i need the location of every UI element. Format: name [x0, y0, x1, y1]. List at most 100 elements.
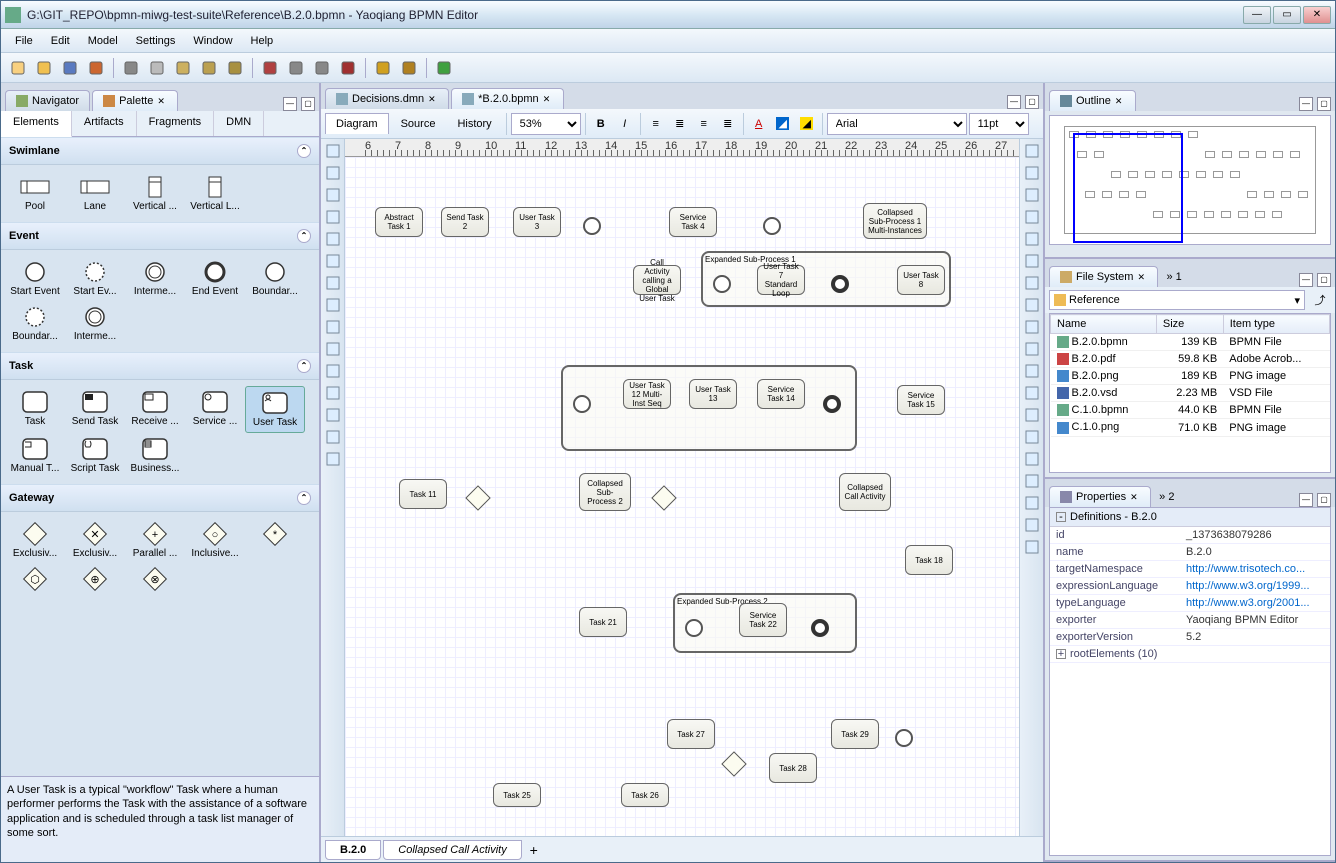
dist-h-tool[interactable]: [323, 273, 343, 293]
zoomin-tool[interactable]: [1022, 295, 1042, 315]
palette-item-vpool[interactable]: Vertical ...: [125, 171, 185, 216]
fit-tool[interactable]: [1022, 339, 1042, 359]
save-png-button[interactable]: [85, 57, 107, 79]
menu-model[interactable]: Model: [80, 32, 126, 50]
redo-button[interactable]: [398, 57, 420, 79]
palette-item-evt-inter2[interactable]: Interme...: [65, 301, 125, 346]
menu-help[interactable]: Help: [243, 32, 282, 50]
collapse-icon[interactable]: ⌃: [297, 229, 311, 243]
mode-history-button[interactable]: History: [447, 114, 501, 134]
close-icon[interactable]: ✕: [1115, 96, 1125, 107]
palette-item-biz[interactable]: Business...: [125, 433, 185, 478]
subtab-dmn[interactable]: DMN: [214, 111, 264, 136]
outline-max-icon[interactable]: ▢: [1317, 97, 1331, 111]
zoom-tool[interactable]: [1022, 207, 1042, 227]
menu-edit[interactable]: Edit: [43, 32, 78, 50]
search-tool[interactable]: [1022, 273, 1042, 293]
align-m-tool[interactable]: [323, 229, 343, 249]
bpmn-evt[interactable]: [685, 619, 703, 637]
collapse-icon[interactable]: ⌃: [297, 491, 311, 505]
align-center-button[interactable]: ≣: [669, 113, 691, 135]
bpmn-task[interactable]: User Task 13: [689, 379, 737, 409]
palette-item-evt-end[interactable]: End Event: [185, 256, 245, 301]
rect-tool[interactable]: [1022, 383, 1042, 403]
bpmn-task[interactable]: Task 18: [905, 545, 953, 575]
bpmn-evt[interactable]: [895, 729, 913, 747]
property-row[interactable]: expressionLanguagehttp://www.w3.org/1999…: [1050, 578, 1330, 595]
palette-item-send[interactable]: Send Task: [65, 386, 125, 433]
fs-min-icon[interactable]: —: [1299, 273, 1313, 287]
save-button[interactable]: [59, 57, 81, 79]
props-min-icon[interactable]: —: [1299, 493, 1313, 507]
collapse-icon[interactable]: ⌃: [297, 359, 311, 373]
bpmn-evt[interactable]: [823, 395, 841, 413]
tab-outline[interactable]: Outline ✕: [1049, 90, 1136, 111]
add-tab-button[interactable]: +: [524, 842, 544, 858]
open-button[interactable]: [33, 57, 55, 79]
back-tool[interactable]: [323, 383, 343, 403]
palette-item-evt-bnd[interactable]: Boundar...: [245, 256, 305, 301]
titlebar[interactable]: G:\GIT_REPO\bpmn-miwg-test-suite\Referen…: [1, 1, 1335, 29]
page-button[interactable]: [146, 57, 168, 79]
bold-button[interactable]: B: [590, 113, 612, 135]
palette-item-gw-ep[interactable]: ⊕: [65, 563, 125, 597]
bpmn-task[interactable]: Send Task 2: [441, 207, 489, 237]
bpmn-gw[interactable]: [721, 751, 746, 776]
bpmn-task[interactable]: Service Task 4: [669, 207, 717, 237]
grid-tool[interactable]: [1022, 141, 1042, 161]
bpmn-task[interactable]: Call Activity calling a Global User Task: [633, 265, 681, 295]
mode-source-button[interactable]: Source: [391, 114, 446, 134]
snap-tool[interactable]: [1022, 185, 1042, 205]
bpmn-task[interactable]: Service Task 22: [739, 603, 787, 637]
editor-min-icon[interactable]: —: [1007, 95, 1021, 109]
bpmn-task[interactable]: Task 21: [579, 607, 627, 637]
fs-col-item-type[interactable]: Item type: [1223, 315, 1329, 334]
align-l-tool[interactable]: [323, 141, 343, 161]
menu-window[interactable]: Window: [185, 32, 240, 50]
palette-item-gw-p[interactable]: +Parallel ...: [125, 518, 185, 563]
print-tool[interactable]: [1022, 537, 1042, 557]
subtab-fragments[interactable]: Fragments: [137, 111, 215, 136]
fs-col-size[interactable]: Size: [1156, 315, 1223, 334]
cut2-button[interactable]: [120, 57, 142, 79]
bpmn-evt[interactable]: [573, 395, 591, 413]
pointer-tool[interactable]: [1022, 229, 1042, 249]
palette-group-task[interactable]: Task⌃: [1, 352, 319, 380]
sp-tool[interactable]: [1022, 471, 1042, 491]
bpmn-task[interactable]: User Task 3: [513, 207, 561, 237]
fs-max-icon[interactable]: ▢: [1317, 273, 1331, 287]
cut-button[interactable]: [259, 57, 281, 79]
property-row[interactable]: targetNamespacehttp://www.trisotech.co..…: [1050, 561, 1330, 578]
file-row[interactable]: B.2.0.vsd2.23 MBVSD File: [1051, 385, 1330, 402]
paste-button[interactable]: [311, 57, 333, 79]
maximize-button[interactable]: ▭: [1273, 6, 1301, 24]
bpmn-task[interactable]: Collapsed Sub-Process 2: [579, 473, 631, 511]
palette-item-script[interactable]: Script Task: [65, 433, 125, 478]
fs-path-combo[interactable]: Reference ▾: [1049, 290, 1305, 310]
file-row[interactable]: B.2.0.pdf59.8 KBAdobe Acrob...: [1051, 351, 1330, 368]
run-button[interactable]: [433, 57, 455, 79]
palette-item-gw-e[interactable]: ⬡: [5, 563, 65, 597]
group-tool[interactable]: [323, 317, 343, 337]
bpmn-task[interactable]: Task 26: [621, 783, 669, 807]
zoomout-tool[interactable]: [1022, 317, 1042, 337]
align-b-tool[interactable]: [323, 251, 343, 271]
undo-button[interactable]: [372, 57, 394, 79]
collapse-icon[interactable]: ⌃: [297, 144, 311, 158]
palette-item-svc[interactable]: Service ...: [185, 386, 245, 433]
palette-item-pool[interactable]: Pool: [5, 171, 65, 216]
bpmn-task[interactable]: User Task 12 Multi-Inst Seq: [623, 379, 671, 409]
subtab-elements[interactable]: Elements: [1, 111, 72, 137]
property-row[interactable]: +rootElements (10): [1050, 646, 1330, 663]
dist-v-tool[interactable]: [323, 295, 343, 315]
tab-filesystem[interactable]: File System ✕: [1049, 266, 1158, 287]
diagram-tab[interactable]: Collapsed Call Activity: [383, 840, 521, 860]
close-icon[interactable]: ✕: [428, 94, 438, 105]
delete-button[interactable]: [337, 57, 359, 79]
bpmn-task[interactable]: Task 28: [769, 753, 817, 783]
align-right-button[interactable]: ≡: [693, 113, 715, 135]
sp2-tool[interactable]: [323, 427, 343, 447]
bpmn-evt[interactable]: [763, 217, 781, 235]
menu-settings[interactable]: Settings: [128, 32, 184, 50]
palette-group-swimlane[interactable]: Swimlane⌃: [1, 137, 319, 165]
